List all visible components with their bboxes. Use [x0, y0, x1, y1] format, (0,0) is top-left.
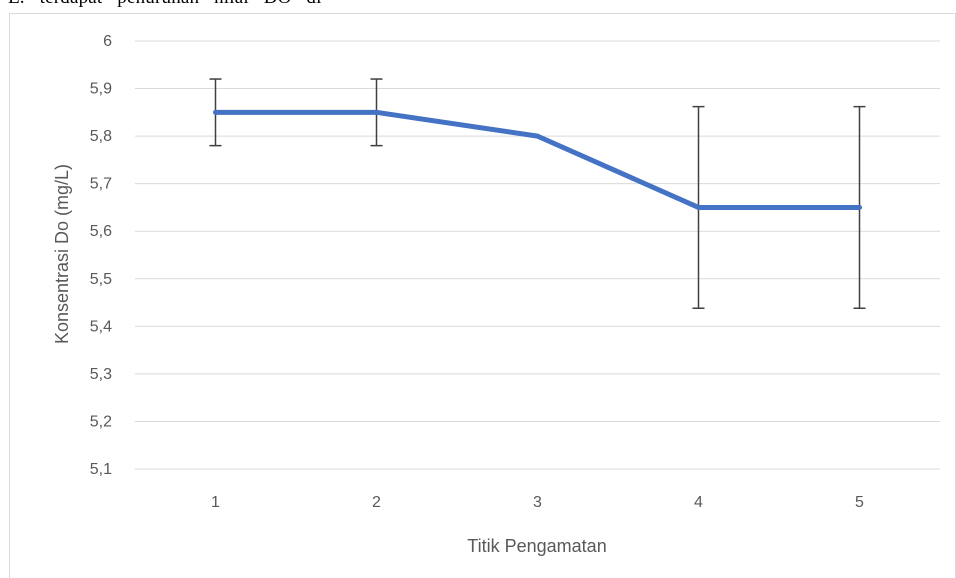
y-tick-label: 5,4	[90, 318, 112, 335]
chart-border	[9, 13, 956, 578]
x-tick-label: 5	[855, 494, 864, 511]
y-tick-label: 5,1	[90, 461, 112, 478]
x-tick-label: 3	[533, 494, 542, 511]
y-tick-label: 5,5	[90, 271, 112, 288]
x-axis-title: Titik Pengamatan	[467, 536, 606, 556]
x-tick-label: 4	[694, 494, 703, 511]
y-tick-label: 5,6	[90, 223, 112, 240]
gridlines	[135, 40, 940, 470]
y-tick-label: 5,7	[90, 176, 112, 193]
data-point	[696, 204, 701, 210]
x-tick-labels: 1 2 3 4 5	[211, 494, 864, 511]
data-point	[213, 109, 218, 115]
data-point	[374, 109, 379, 115]
series-line	[215, 109, 860, 210]
data-point	[535, 133, 540, 139]
y-tick-label: 5,2	[90, 413, 112, 430]
y-tick-label: 5,8	[90, 128, 112, 145]
x-tick-label: 1	[211, 494, 220, 511]
y-tick-label: 6	[103, 33, 112, 50]
x-tick-label: 2	[372, 494, 381, 511]
y-axis-title: Konsentrasi Do (mg/L)	[52, 164, 72, 344]
series-lines	[213, 109, 862, 210]
document-text-fragment: E. terdapat penurunan nilai DO di	[8, 0, 322, 9]
y-tick-label: 5,3	[90, 366, 112, 383]
y-tick-labels: 5,1 5,2 5,3 5,4 5,5 5,6 5,7 5,8 5,9 6	[90, 33, 112, 478]
data-point	[857, 204, 862, 210]
y-tick-label: 5,9	[90, 81, 112, 98]
